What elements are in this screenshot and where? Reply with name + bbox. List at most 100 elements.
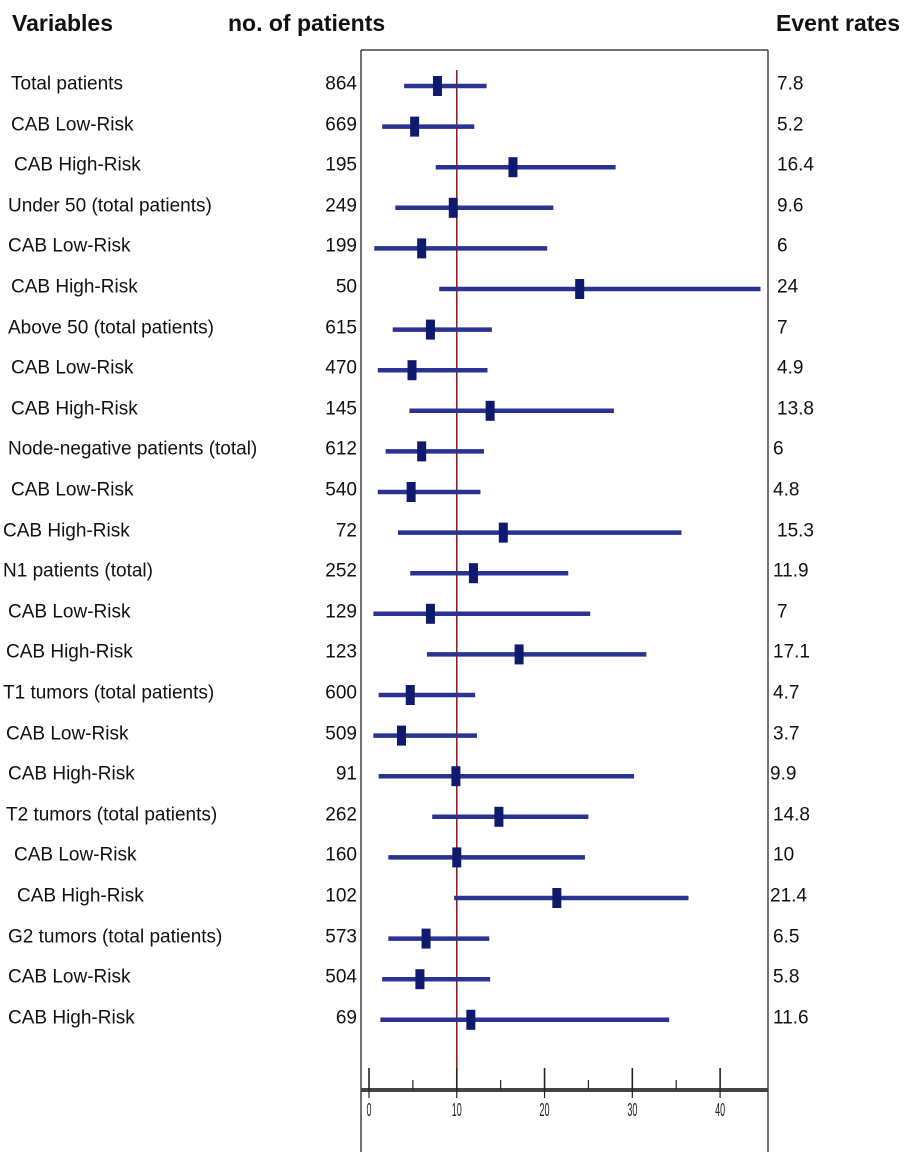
point-estimate xyxy=(415,969,425,990)
row-event-rate: 4.9 xyxy=(777,357,804,379)
row-event-rate: 9.6 xyxy=(777,195,804,217)
row-event-rate: 6.5 xyxy=(773,926,800,948)
row-patient-count: 145 xyxy=(325,398,357,420)
x-tick-label: 10 xyxy=(452,1101,462,1121)
row-patient-count: 199 xyxy=(325,235,357,257)
row-label: CAB Low-Risk xyxy=(8,601,131,623)
row-patient-count: 102 xyxy=(325,885,357,907)
row-patient-count: 91 xyxy=(335,763,357,785)
row-event-rate: 3.7 xyxy=(773,723,800,745)
point-estimate xyxy=(575,279,585,299)
row-patient-count: 123 xyxy=(325,641,357,663)
row-label: Node-negative patients (total) xyxy=(8,438,258,460)
point-estimate xyxy=(396,725,406,746)
row-patient-count: 129 xyxy=(325,601,357,623)
point-estimate xyxy=(406,482,416,502)
point-estimate xyxy=(452,847,462,868)
row-event-rate: 11.9 xyxy=(773,560,809,582)
point-estimate xyxy=(407,360,417,381)
row-patient-count: 262 xyxy=(325,804,357,826)
row-label: Under 50 (total patients) xyxy=(8,195,212,217)
row-label: CAB High-Risk xyxy=(6,641,133,663)
row-event-rate: 7 xyxy=(777,317,788,339)
row-event-rate: 6 xyxy=(777,235,788,257)
row-label: CAB Low-Risk xyxy=(8,966,131,988)
row-patient-count: 615 xyxy=(325,317,357,339)
row-label: N1 patients (total) xyxy=(3,560,153,582)
point-estimate xyxy=(448,197,458,218)
row-patient-count: 72 xyxy=(335,520,357,542)
row-label: CAB High-Risk xyxy=(8,763,135,785)
row-patient-count: 249 xyxy=(325,195,357,217)
point-estimate xyxy=(485,400,495,421)
row-patient-count: 69 xyxy=(335,1007,357,1029)
point-estimate xyxy=(410,116,420,137)
row-patient-count: 252 xyxy=(325,560,357,582)
header-event-rates: Event rates xyxy=(776,10,901,36)
header-variables: Variables xyxy=(12,10,114,36)
row-patient-count: 504 xyxy=(325,966,357,988)
row-label: Above 50 (total patients) xyxy=(8,317,214,339)
row-event-rate: 11.6 xyxy=(773,1007,809,1029)
row-label: CAB Low-Risk xyxy=(11,114,134,136)
row-event-rate: 10 xyxy=(773,844,795,866)
row-label: CAB Low-Risk xyxy=(11,479,134,501)
row-patient-count: 864 xyxy=(325,73,357,95)
x-tick-label: 20 xyxy=(540,1101,550,1121)
x-tick-label: 0 xyxy=(366,1101,371,1121)
point-estimate xyxy=(514,644,524,665)
row-patient-count: 50 xyxy=(335,276,357,298)
x-tick-label: 40 xyxy=(715,1101,725,1121)
point-estimate xyxy=(425,603,435,624)
point-estimate xyxy=(494,806,504,827)
row-event-rate: 5.8 xyxy=(773,966,800,988)
row-event-rate: 16.4 xyxy=(777,154,814,176)
row-label: G2 tumors (total patients) xyxy=(8,926,223,948)
point-estimate xyxy=(552,888,562,908)
row-patient-count: 540 xyxy=(325,479,357,501)
row-patient-count: 509 xyxy=(325,723,357,745)
row-label: CAB High-Risk xyxy=(11,276,138,298)
point-estimate xyxy=(468,563,478,584)
row-label: CAB High-Risk xyxy=(14,154,141,176)
point-estimate xyxy=(508,157,518,178)
row-label: T1 tumors (total patients) xyxy=(3,682,215,704)
row-event-rate: 5.2 xyxy=(777,114,804,136)
row-label: CAB Low-Risk xyxy=(11,357,134,379)
row-patient-count: 573 xyxy=(325,926,357,948)
row-patient-count: 160 xyxy=(325,844,357,866)
x-tick-label: 30 xyxy=(627,1101,637,1121)
row-event-rate: 6 xyxy=(773,438,784,460)
point-estimate xyxy=(417,441,427,462)
row-event-rate: 9.9 xyxy=(770,763,797,785)
row-label: Total patients xyxy=(11,73,123,95)
row-event-rate: 21.4 xyxy=(770,885,807,907)
row-label: CAB Low-Risk xyxy=(14,844,137,866)
row-label: CAB High-Risk xyxy=(11,398,138,420)
row-event-rate: 24 xyxy=(777,276,799,298)
header-patients: no. of patients xyxy=(228,10,386,36)
row-event-rate: 17.1 xyxy=(773,641,810,663)
point-estimate xyxy=(417,238,427,259)
row-label: CAB Low-Risk xyxy=(6,723,129,745)
row-label: CAB High-Risk xyxy=(3,520,130,542)
point-estimate xyxy=(405,685,415,705)
row-label: CAB Low-Risk xyxy=(8,235,131,257)
row-event-rate: 4.7 xyxy=(773,682,800,704)
row-label: CAB High-Risk xyxy=(8,1007,135,1029)
row-label: CAB High-Risk xyxy=(17,885,144,907)
row-event-rate: 4.8 xyxy=(773,479,800,501)
row-patient-count: 612 xyxy=(325,438,357,460)
point-estimate xyxy=(451,766,461,787)
point-estimate xyxy=(421,928,431,949)
point-estimate xyxy=(466,1009,476,1030)
row-event-rate: 7.8 xyxy=(777,73,804,95)
row-event-rate: 14.8 xyxy=(773,804,810,826)
point-estimate xyxy=(498,522,508,543)
row-event-rate: 7 xyxy=(777,601,788,623)
row-event-rate: 13.8 xyxy=(777,398,814,420)
row-label: T2 tumors (total patients) xyxy=(6,804,218,826)
point-estimate xyxy=(432,76,442,96)
row-patient-count: 470 xyxy=(325,357,357,379)
